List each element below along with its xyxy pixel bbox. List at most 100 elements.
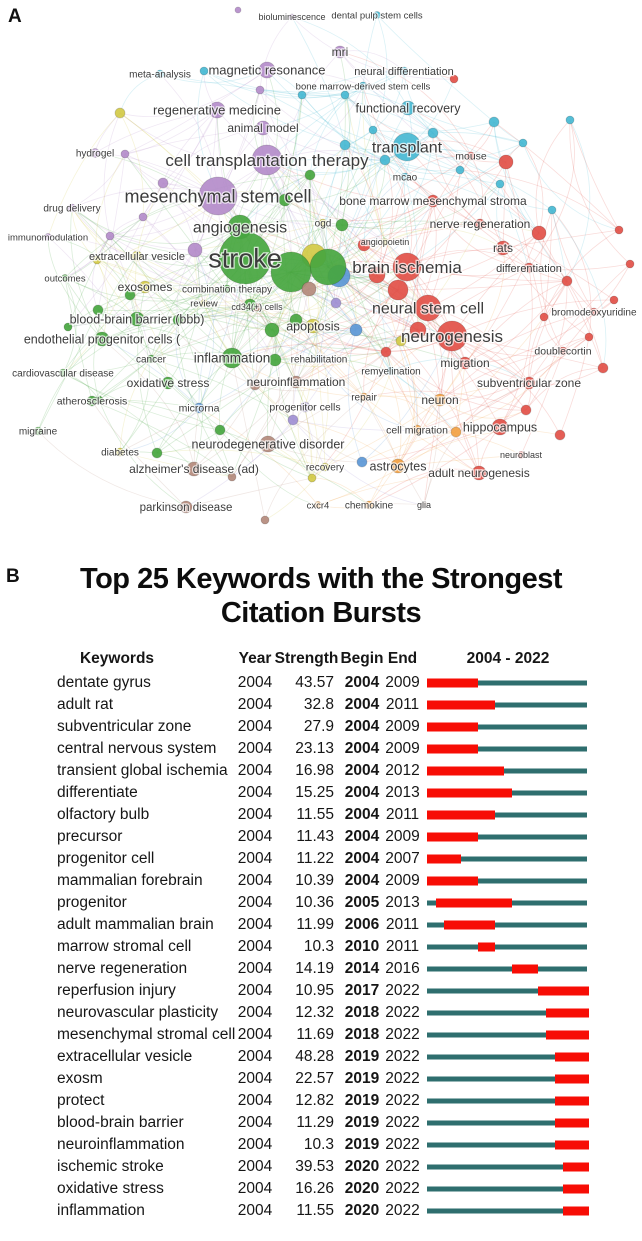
network-edge [385, 351, 418, 431]
burst-keyword: protect [57, 1092, 105, 1110]
network-node-label: animal model [227, 121, 298, 135]
network-node [335, 218, 349, 232]
network-edge [177, 319, 203, 470]
network-edge [136, 255, 179, 321]
network-edge [439, 336, 590, 401]
burst-strength: 16.98 [295, 762, 334, 780]
burst-year: 2004 [237, 762, 273, 780]
network-edge [493, 121, 540, 234]
network-node [330, 297, 342, 309]
burst-keyword: transient global ischemia [57, 762, 228, 780]
burst-row: subventricular zone 2004 27.9 2004 2009 [0, 716, 642, 738]
burst-strength: 12.82 [295, 1092, 334, 1110]
network-edge [308, 288, 441, 401]
network-node-label: immunomodulation [8, 232, 88, 243]
burst-keyword: neurovascular plasticity [57, 1004, 219, 1022]
network-node [287, 414, 299, 426]
burst-row: central nervous system 2004 23.13 2004 2009 [0, 738, 642, 760]
network-edge [124, 109, 218, 155]
burst-bar-baseline [427, 768, 587, 774]
burst-bar-baseline [427, 1098, 587, 1104]
burst-end: 2012 [385, 762, 420, 780]
network-edge [493, 121, 620, 231]
burst-end: 2016 [385, 960, 420, 978]
burst-strength: 14.19 [295, 960, 334, 978]
network-node [179, 500, 193, 514]
network-edge [37, 430, 187, 508]
network-edge [119, 384, 256, 453]
network-edge [566, 119, 591, 282]
network-edge [397, 280, 568, 291]
network-node [609, 295, 619, 305]
network-edge [385, 200, 437, 353]
network-node-label: cardiovascular disease [12, 369, 114, 380]
network-edge [177, 314, 320, 360]
burst-bar-segment [554, 1096, 589, 1106]
network-node [198, 176, 238, 216]
network-edge [292, 325, 314, 421]
network-edge [103, 112, 121, 237]
network-node [161, 376, 175, 390]
network-node-label: apoptosis [286, 319, 340, 333]
network-edge [150, 288, 310, 360]
network-node [368, 125, 378, 135]
network-edge [101, 288, 228, 340]
network-edge [464, 311, 595, 364]
network-edge [376, 247, 504, 276]
burst-end: 2009 [385, 718, 420, 736]
network-edge [119, 112, 268, 162]
burst-bar-segment [435, 898, 513, 908]
network-edge [91, 302, 205, 402]
burst-strength: 39.53 [295, 1158, 334, 1176]
burst-bar [427, 1156, 589, 1178]
network-edge [335, 302, 402, 467]
network-edge [309, 159, 386, 176]
network-edge [96, 216, 144, 261]
network-node [426, 194, 440, 208]
network-edge [109, 235, 251, 306]
network-node [157, 177, 169, 189]
network-edge [363, 396, 425, 506]
burst-end: 2022 [385, 982, 420, 1000]
network-edge [295, 329, 419, 383]
network-edge [339, 51, 472, 157]
network-node-label: adult neurogenesis [428, 466, 529, 480]
network-edge [327, 129, 374, 268]
network-node-label: angiopoietin [361, 237, 410, 247]
network-node-label: cell transplantation therapy [165, 151, 369, 170]
burst-end: 2009 [385, 872, 420, 890]
network-edge [464, 280, 568, 364]
network-node-label: dental pulp stem cells [331, 10, 423, 21]
burst-begin: 2004 [344, 762, 380, 780]
network-edge [551, 209, 568, 282]
network-edge [390, 370, 480, 474]
burst-begin: 2004 [344, 872, 380, 890]
network-node-label: cd34(+) cells [231, 302, 283, 312]
network-edge [304, 406, 326, 468]
network-edge [520, 350, 564, 456]
burst-end: 2009 [385, 828, 420, 846]
network-node [349, 323, 363, 337]
network-node [356, 456, 368, 468]
network-edge [249, 266, 408, 306]
burst-bar-segment [554, 1074, 589, 1084]
network-edge [295, 332, 453, 383]
network-node [305, 318, 321, 334]
network-edge [62, 277, 77, 374]
network-edge [271, 329, 402, 342]
burst-bar [427, 980, 589, 1002]
network-node-label: rehabilitation [291, 355, 348, 366]
burst-end: 2022 [385, 1114, 420, 1132]
network-edge [404, 176, 530, 269]
network-edge [98, 399, 200, 409]
burst-year: 2004 [237, 872, 273, 890]
burst-bar-baseline [427, 878, 587, 884]
network-node-label: exosomes [118, 280, 173, 294]
network-edge [109, 235, 152, 360]
network-edge [376, 176, 406, 276]
burst-row: progenitor 2004 10.36 2005 2013 [0, 892, 642, 914]
network-edge [566, 280, 604, 369]
burst-row: blood-brain barrier 2004 11.29 2019 2022 [0, 1112, 642, 1134]
network-node [63, 322, 73, 332]
network-node [200, 299, 208, 307]
